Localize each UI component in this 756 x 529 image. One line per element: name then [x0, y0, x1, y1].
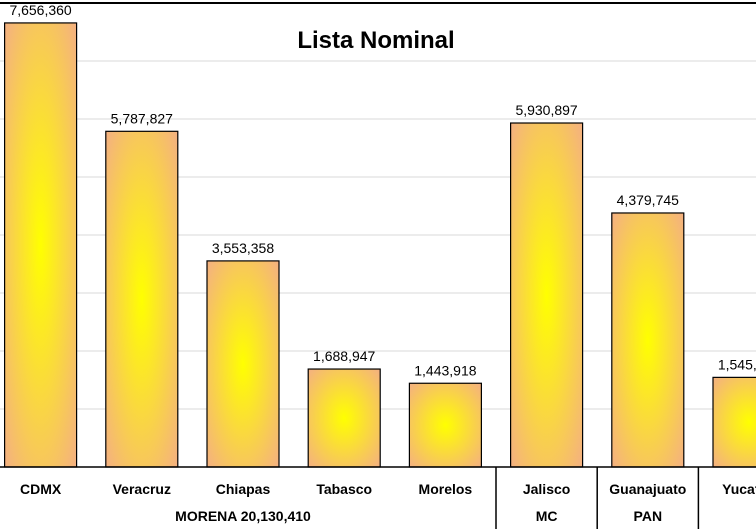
x-tick-label-veracruz: Veracruz: [113, 481, 171, 497]
x-tick-label-morelos: Morelos: [419, 481, 473, 497]
group-label: MC: [536, 508, 558, 524]
data-label-morelos: 1,443,918: [414, 362, 476, 378]
x-tick-label-tabasco: Tabasco: [316, 481, 372, 497]
data-label-tabasco: 1,688,947: [313, 348, 375, 364]
bar-jalisco: [510, 122, 584, 468]
x-tick-label-cdmx: CDMX: [20, 481, 62, 497]
data-label-chiapas: 3,553,358: [212, 240, 274, 256]
bar-morelos: [408, 382, 482, 468]
group-label: PAN: [634, 508, 663, 524]
x-tick-label-chiapas: Chiapas: [216, 481, 271, 497]
bar-tabasco: [307, 368, 381, 468]
data-label-veracruz: 5,787,827: [111, 110, 173, 126]
bar-chiapas: [206, 260, 280, 468]
bar-yucatán: [712, 376, 756, 468]
x-tick-label-guanajuato: Guanajuato: [609, 481, 686, 497]
x-tick-label-jalisco: Jalisco: [523, 481, 570, 497]
bar-cdmx: [3, 22, 78, 468]
data-labels: 7,656,360 5,787,827 3,553,358 1,688,947 1,44…: [9, 2, 756, 378]
x-tick-label-yucatán: Yucatán: [722, 481, 756, 497]
bar-guanajuato: [611, 212, 685, 468]
data-label-jalisco: 5,930,897: [515, 102, 577, 118]
chart-title: Lista Nominal: [297, 27, 454, 54]
bars: [3, 22, 756, 468]
x-axis: CDMX Veracruz Chiapas Tabasco Morelos Jalisco…: [0, 466, 756, 529]
data-label-guanajuato: 4,379,745: [617, 192, 679, 208]
data-label-cdmx: 7,656,360: [9, 2, 71, 18]
bar-veracruz: [105, 130, 179, 468]
group-label: MORENA 20,130,410: [175, 508, 311, 524]
data-label-yucatán: 1,545,263: [718, 356, 756, 372]
